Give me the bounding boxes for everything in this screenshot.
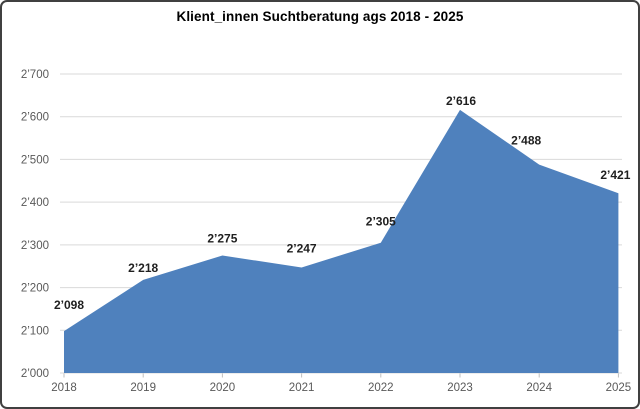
y-tick-label: 2’300 xyxy=(21,240,49,252)
x-axis-ticks xyxy=(63,373,619,378)
x-tick-label: 2018 xyxy=(51,382,77,394)
area-shape xyxy=(64,109,619,374)
y-tick-label: 2’400 xyxy=(21,197,49,209)
x-tick-label: 2023 xyxy=(447,382,473,394)
data-label: 2’098 xyxy=(54,298,84,312)
data-label: 2’488 xyxy=(511,134,541,148)
area-series xyxy=(64,109,619,374)
x-tick-label: 2020 xyxy=(210,382,236,394)
y-tick-label: 2’500 xyxy=(21,154,49,166)
x-tick-label: 2022 xyxy=(368,382,394,394)
y-tick-label: 2’000 xyxy=(21,368,49,380)
data-label: 2’616 xyxy=(446,94,476,108)
data-label: 2’275 xyxy=(207,232,237,246)
data-label: 2’218 xyxy=(128,261,158,275)
x-tick-label: 2024 xyxy=(526,382,552,394)
y-tick-label: 2’100 xyxy=(21,325,49,337)
data-label: 2’305 xyxy=(366,215,396,229)
chart-title: Klient_innen Suchtberatung ags 2018 - 20… xyxy=(176,9,464,24)
y-tick-label: 2’700 xyxy=(21,69,49,81)
x-tick-label: 2019 xyxy=(130,382,156,394)
y-tick-label: 2’200 xyxy=(21,283,49,295)
y-tick-label: 2’600 xyxy=(21,112,49,124)
data-label: 2’247 xyxy=(287,241,317,255)
x-tick-label: 2021 xyxy=(289,382,315,394)
x-axis-labels: 2018 2019 2020 2021 2022 2023 2024 2025 xyxy=(51,382,631,394)
data-label: 2’421 xyxy=(600,168,630,182)
data-labels: 2’098 2’218 2’275 2’247 2’305 2’616 2’488 2’421 xyxy=(54,94,631,312)
y-axis-labels: 2’000 2’100 2’200 2’300 2’400 2’500 2’600 2’700 xyxy=(21,69,49,380)
x-tick-label: 2025 xyxy=(606,382,632,394)
